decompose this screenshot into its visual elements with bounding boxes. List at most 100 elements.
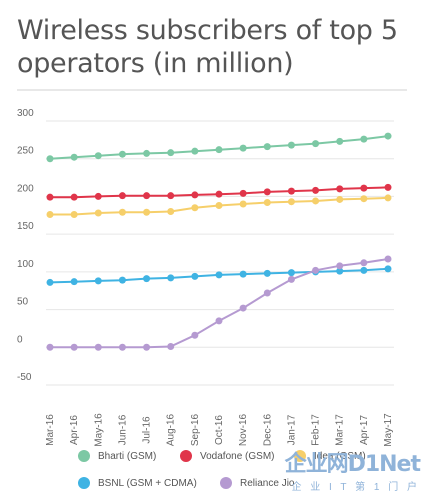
y-tick-label: 50 (17, 297, 29, 308)
x-tick-label: Nov-16 (238, 413, 249, 446)
data-point (191, 204, 199, 212)
legend-item: Vodafone (GSM) (180, 450, 274, 462)
data-point (263, 289, 271, 297)
data-point (360, 266, 368, 274)
data-point (46, 155, 54, 163)
y-tick-label: 250 (17, 146, 34, 157)
data-point (46, 343, 54, 351)
x-tick-label: Aug-16 (166, 413, 177, 446)
data-point (312, 186, 320, 194)
data-point (360, 195, 368, 203)
data-point (70, 211, 78, 219)
data-point (239, 189, 247, 197)
data-point (287, 198, 295, 206)
data-point (191, 331, 199, 339)
data-point (336, 267, 344, 275)
data-point (94, 192, 102, 200)
data-point (239, 144, 247, 152)
x-tick-label: Feb-17 (311, 414, 322, 446)
y-tick-label: 300 (17, 108, 34, 119)
data-point (46, 211, 54, 219)
data-point (263, 269, 271, 277)
data-point (118, 276, 126, 284)
x-tick-label: Jun-16 (117, 414, 128, 445)
data-point (167, 343, 175, 351)
data-point (263, 143, 271, 151)
chart-title: Wireless subscribers of top 5 operators … (17, 15, 398, 79)
data-point (312, 266, 320, 274)
data-point (384, 183, 392, 191)
data-point (215, 201, 223, 209)
watermark-text: 企业网D1Net (284, 452, 421, 477)
x-tick-label: May-16 (93, 413, 104, 447)
data-point (46, 278, 54, 286)
x-tick-label: Oct-16 (214, 415, 225, 445)
data-point (384, 194, 392, 202)
data-point (70, 153, 78, 161)
legend-label: Idea (GSM) (314, 450, 366, 462)
data-point (191, 272, 199, 280)
data-point (118, 343, 126, 351)
data-point (167, 274, 175, 282)
data-point (94, 152, 102, 160)
data-point (336, 195, 344, 203)
data-point (287, 269, 295, 277)
data-point (215, 190, 223, 198)
data-point (215, 146, 223, 154)
data-point (143, 208, 151, 216)
data-point (336, 137, 344, 145)
data-point (287, 275, 295, 283)
legend-item: Reliance Jio (220, 477, 294, 489)
data-point (263, 188, 271, 196)
data-point (143, 275, 151, 283)
data-point (118, 192, 126, 200)
data-point (167, 192, 175, 200)
data-point (70, 343, 78, 351)
title-divider (17, 89, 407, 91)
x-tick-label: Jul-16 (142, 416, 153, 444)
data-point (46, 193, 54, 201)
data-point (312, 197, 320, 205)
legend-label: Vodafone (GSM) (200, 450, 275, 462)
data-point (336, 262, 344, 270)
y-tick-label: 100 (17, 259, 34, 270)
data-point (360, 184, 368, 192)
x-tick-label: Apr-17 (359, 415, 370, 445)
x-tick-label: Mar-16 (45, 414, 56, 446)
data-point (94, 277, 102, 285)
legend-marker (78, 477, 90, 489)
legend-label: BSNL (GSM + CDMA) (98, 477, 197, 489)
legend-marker (78, 450, 90, 462)
y-tick-label: -50 (17, 372, 32, 383)
data-point (312, 140, 320, 148)
data-point (143, 192, 151, 200)
x-tick-label: Dec-16 (262, 413, 273, 446)
y-tick-label: 0 (17, 334, 23, 345)
data-point (191, 191, 199, 199)
data-point (191, 147, 199, 155)
legend-marker (220, 477, 232, 489)
data-point (118, 150, 126, 158)
data-point (70, 278, 78, 286)
x-tick-label: Mar-17 (335, 414, 346, 446)
watermark-logo: 企业网D1Net 企 业 I T 第 1 门 户 (284, 446, 421, 493)
data-point (94, 343, 102, 351)
data-point (70, 193, 78, 201)
data-point (287, 187, 295, 195)
x-tick-label: Apr-16 (69, 415, 80, 445)
legend-label: Bharti (GSM) (98, 450, 157, 462)
data-point (384, 132, 392, 140)
watermark-subtext: 企 业 I T 第 1 门 户 (291, 482, 420, 493)
data-point (336, 185, 344, 193)
legend-marker (180, 450, 192, 462)
data-point (384, 255, 392, 263)
legend-marker (294, 450, 306, 462)
data-point (167, 149, 175, 157)
data-point (118, 208, 126, 216)
y-tick-label: 200 (17, 183, 34, 194)
legend-item: Bharti (GSM) (78, 450, 156, 462)
data-point (239, 304, 247, 312)
data-point (263, 198, 271, 206)
y-tick-label: 150 (17, 221, 34, 232)
data-point (94, 209, 102, 217)
